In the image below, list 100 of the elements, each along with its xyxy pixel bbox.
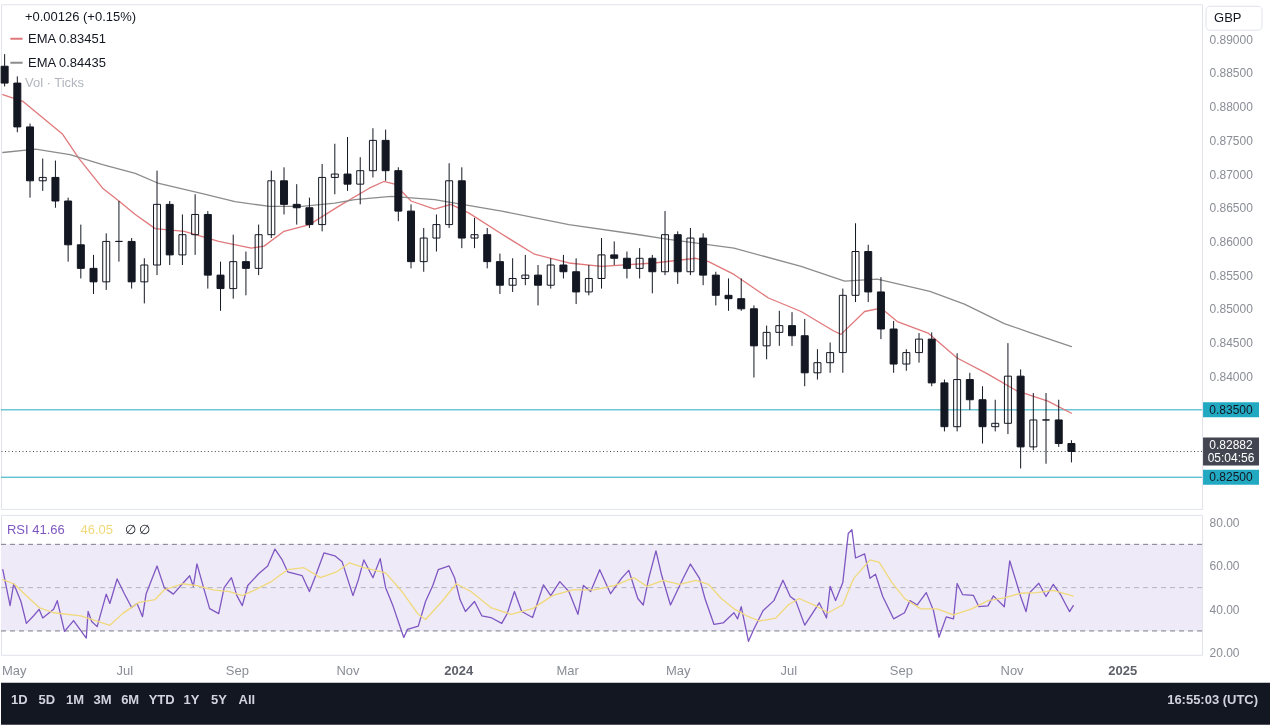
candlestick — [1003, 342, 1012, 435]
candlestick — [724, 277, 733, 312]
y-tick-label: 0.88000 — [1209, 100, 1254, 115]
candlestick — [559, 254, 568, 279]
y-tick-label: 0.85000 — [1209, 302, 1254, 317]
x-tick-label: Mar — [556, 663, 580, 679]
legend-label: EMA 0.83451 — [27, 30, 106, 46]
x-tick-label: Jul — [116, 663, 134, 679]
text: 6M — [121, 691, 140, 707]
candlestick — [1029, 392, 1038, 451]
legend-label: EMA 0.84435 — [27, 54, 106, 70]
candlestick — [610, 240, 619, 266]
candlestick — [915, 332, 924, 364]
text: 1D — [10, 691, 28, 707]
y-tick-label: 0.85500 — [1209, 268, 1254, 283]
x-tick-label: 2024 — [444, 663, 474, 679]
x-tick-label: May — [1, 663, 27, 679]
candlestick — [572, 257, 581, 305]
candlestick — [330, 143, 339, 195]
ref-line-label: 0.82882 05:04:56 — [1207, 437, 1255, 465]
candlestick — [292, 183, 301, 226]
candlestick — [38, 158, 47, 192]
candlestick — [470, 217, 479, 249]
candlestick — [534, 264, 543, 306]
text: All — [238, 691, 256, 707]
x-tick-label: Nov — [336, 663, 361, 679]
text: RSI 41.66 — [6, 521, 65, 537]
text: 1Y — [183, 691, 200, 707]
text: 5D — [38, 691, 56, 707]
candlestick — [305, 197, 314, 229]
candlestick — [419, 227, 428, 273]
text: 16:55:03 (UTC) — [1167, 691, 1259, 707]
candlestick — [495, 253, 504, 295]
candlestick — [953, 352, 962, 432]
x-tick-label: Sep — [225, 663, 249, 679]
candlestick — [902, 348, 911, 372]
candlestick — [762, 325, 771, 360]
candlestick — [51, 160, 60, 209]
y-tick-label: 0.84500 — [1209, 335, 1254, 350]
text: 5Y — [211, 691, 228, 707]
candlestick — [1042, 392, 1051, 465]
candlestick — [318, 163, 327, 232]
candlestick — [965, 372, 974, 411]
annotation: ∅ ∅ — [124, 521, 151, 537]
candlestick — [648, 254, 657, 294]
candlestick — [178, 213, 187, 266]
candlestick — [1054, 399, 1063, 448]
y-tick-label: 20.00 — [1209, 646, 1240, 661]
candlestick — [343, 136, 352, 192]
y-tick-label: 40.00 — [1209, 602, 1240, 617]
x-tick-label: May — [665, 663, 691, 679]
y-tick-label: 0.88500 — [1209, 66, 1254, 81]
candlestick — [851, 222, 860, 303]
candlestick — [76, 224, 85, 279]
candlestick — [826, 341, 835, 374]
ref-line-label: 0.83500 — [1209, 402, 1254, 417]
annotation: +0.00126 (+0.15%) — [24, 9, 137, 25]
candlestick — [1067, 439, 1076, 463]
candlestick — [508, 257, 517, 293]
candlestick — [241, 251, 250, 296]
ref-line-label: 0.82500 — [1209, 470, 1254, 485]
text: 1M — [66, 691, 85, 707]
line-series — [2, 559, 1074, 626]
candlestick — [686, 227, 695, 276]
x-tick-label: Nov — [1000, 663, 1025, 679]
y-tick-label: 0.87000 — [1209, 167, 1254, 182]
candlestick — [216, 261, 225, 312]
candlestick — [445, 162, 454, 229]
candlestick — [280, 166, 289, 215]
candlestick — [191, 193, 200, 256]
x-tick-label: Jul — [780, 663, 798, 679]
candlestick — [368, 127, 377, 178]
y-tick-label: 60.00 — [1209, 559, 1240, 574]
annotation: Vol · Ticks — [24, 75, 85, 91]
candlestick — [775, 310, 784, 347]
y-tick-label: 0.86500 — [1209, 201, 1254, 216]
candlestick — [229, 234, 238, 300]
line-series — [2, 148, 1073, 348]
candlestick — [838, 288, 847, 374]
candlestick — [432, 213, 441, 253]
candlestick — [622, 251, 631, 279]
candlestick — [267, 170, 276, 239]
candlestick — [635, 247, 644, 279]
candlestick — [737, 277, 746, 312]
y-tick-label: 0.89000 — [1209, 32, 1254, 47]
candlestick — [711, 271, 720, 306]
text: 46.05 — [80, 521, 113, 537]
candlestick — [102, 232, 111, 291]
text: 3M — [93, 691, 112, 707]
candlestick — [356, 156, 365, 205]
candlestick — [153, 170, 162, 276]
candlestick — [597, 237, 606, 290]
line-series — [2, 93, 1073, 414]
candlestick — [584, 264, 593, 296]
candlestick — [89, 254, 98, 295]
y-tick-label: 0.87500 — [1209, 133, 1254, 148]
candlestick — [0, 53, 9, 87]
x-tick-label: 2025 — [1108, 663, 1138, 679]
candlestick — [521, 254, 530, 286]
candlestick — [991, 399, 1000, 432]
